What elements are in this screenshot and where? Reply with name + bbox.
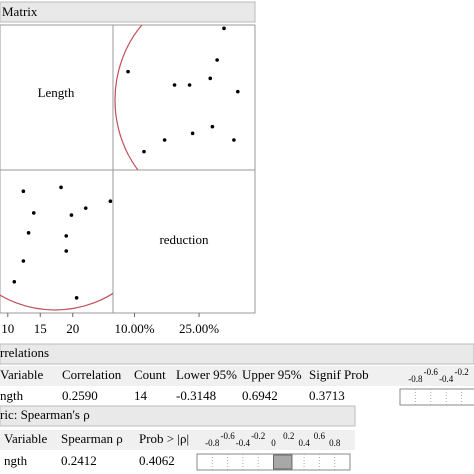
point: [187, 83, 192, 87]
bar-tick-label: -0.2: [454, 367, 468, 377]
bar-tick-label: -0.2: [251, 431, 265, 441]
column-header: Count: [134, 367, 166, 382]
cell: 0.4062: [139, 453, 175, 468]
point: [235, 89, 240, 94]
column-header: Signif Prob: [309, 367, 369, 382]
bar-tick-label: -0.6: [424, 367, 439, 377]
column-header: Lower 95%: [176, 367, 237, 382]
point: [142, 149, 146, 154]
bar-tick-label: 0.8: [329, 438, 341, 448]
bar-tick-label: -0.4: [439, 374, 454, 384]
variable-label: Length: [38, 85, 75, 100]
cell: 0.6942: [242, 388, 278, 403]
cell: 0.3713: [309, 388, 345, 403]
cell: 14: [134, 388, 148, 403]
bar-tick-label: -0.4: [236, 438, 251, 448]
point: [31, 211, 36, 215]
x-tick-label: 15: [34, 321, 47, 336]
density-ellipse: [0, 292, 113, 311]
cell: -0.3148: [176, 388, 216, 403]
point: [59, 185, 63, 190]
bar-tick-label: 0.4: [298, 438, 310, 448]
point: [26, 231, 31, 235]
bar-cell: [399, 388, 474, 406]
x-tick-label: 25.00%: [179, 321, 219, 336]
point: [126, 69, 130, 74]
point: [69, 213, 74, 217]
title-bar[interactable]: [0, 1, 256, 23]
point: [232, 138, 236, 142]
point: [21, 259, 26, 263]
column-header: Spearman ρ: [61, 431, 123, 446]
point: [222, 26, 226, 31]
point: [210, 124, 215, 129]
x-tick-label: 20: [66, 321, 79, 336]
column-header: Prob > |ρ|: [139, 431, 189, 446]
section-title: rrelations: [0, 345, 49, 360]
bar-tick-label: 0.6: [314, 431, 326, 441]
point: [208, 76, 213, 81]
point: [21, 189, 26, 194]
table-header: [0, 366, 474, 386]
point: [172, 83, 177, 87]
point: [215, 58, 219, 62]
point: [12, 280, 17, 284]
bar-tick-label: 0.2: [283, 431, 294, 441]
column-header: Correlation: [62, 367, 122, 382]
bar-tick-label: -0.8: [205, 438, 220, 448]
dynamic: 10 15 20 10.00% 25.00% Variable Correlation Cou…: [0, 26, 474, 471]
matrix-frame: [0, 24, 256, 314]
cell: 0.2412: [61, 453, 97, 468]
point: [74, 296, 79, 300]
cell: ngth: [4, 453, 28, 468]
section-title: ric: Spearman's ρ: [0, 407, 90, 422]
bar: [273, 454, 293, 470]
variable-label: reduction: [159, 232, 209, 247]
density-ellipse: [114, 25, 143, 170]
bar-tick-label: 0: [271, 438, 276, 448]
bar-tick-label: -0.6: [220, 431, 235, 441]
bar-tick-label: -0.8: [408, 374, 423, 384]
section-bar[interactable]: [0, 405, 356, 427]
section-bar[interactable]: [0, 343, 474, 365]
x-tick-label: 10: [1, 321, 14, 336]
point: [64, 249, 69, 253]
matrix-title: Matrix: [2, 4, 38, 19]
cell: ngth: [0, 388, 24, 403]
column-header: Variable: [0, 367, 44, 382]
point: [162, 138, 167, 142]
table-header: [0, 430, 355, 450]
point: [108, 199, 113, 203]
column-header: Variable: [4, 431, 48, 446]
point: [83, 206, 88, 210]
column-header: Upper 95%: [242, 367, 302, 382]
point: [64, 234, 69, 238]
point: [190, 131, 195, 136]
x-tick-label: 10.00%: [114, 321, 154, 336]
cell: 0.2590: [62, 388, 98, 403]
